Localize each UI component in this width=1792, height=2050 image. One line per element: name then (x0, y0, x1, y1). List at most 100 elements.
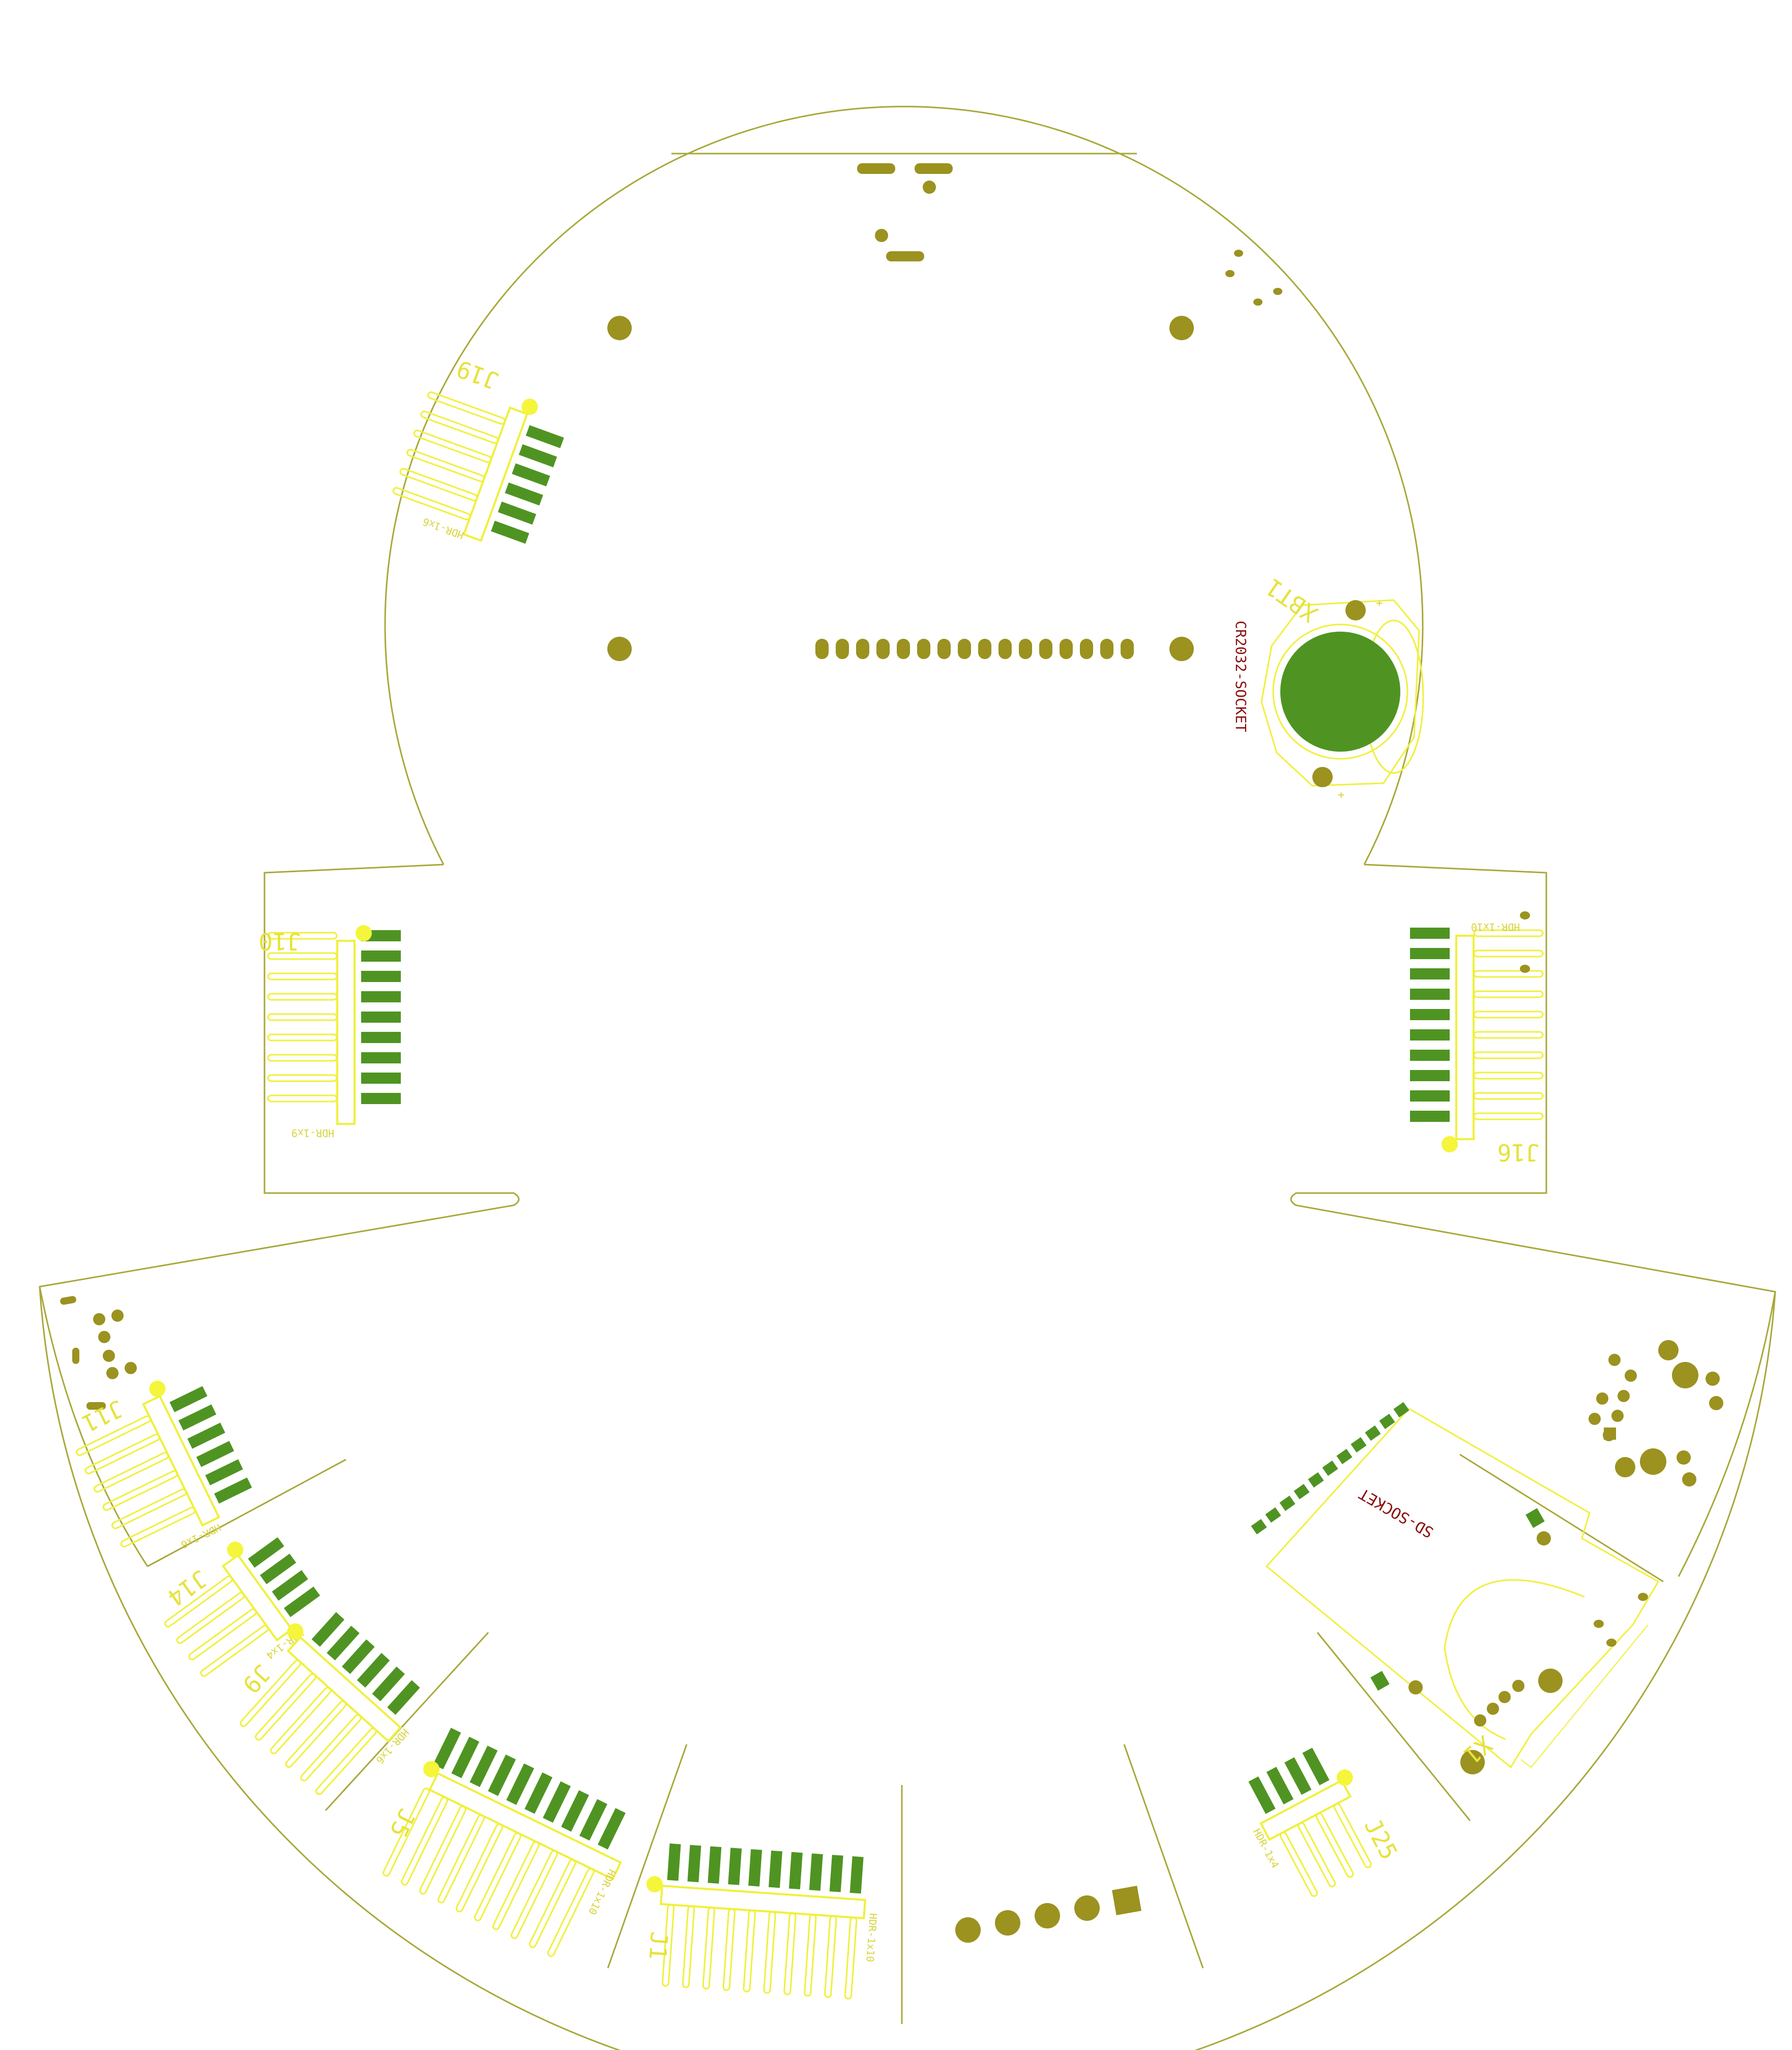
header-smd-pad (1410, 1009, 1450, 1020)
tht-pad (1672, 1362, 1698, 1388)
header-smd-pad (1284, 1757, 1312, 1795)
via-pad (1596, 1392, 1608, 1405)
header-pin-lead (1473, 929, 1544, 937)
pin1-marker (646, 1876, 663, 1893)
value-label: HDR-1x9 (291, 1127, 334, 1139)
header-pin-lead (176, 1592, 245, 1644)
header-smd-pad (1266, 1767, 1294, 1805)
tht-pad (995, 1910, 1020, 1936)
header-smd-pad (169, 1386, 208, 1412)
header-smd-pad (342, 1639, 375, 1674)
header-pin-lead (510, 1850, 558, 1939)
sd-contact-pad (1322, 1460, 1338, 1476)
j16-corner-pads (1520, 911, 1530, 973)
header-pin-lead (94, 1452, 169, 1493)
header-smd-pad (1410, 1070, 1450, 1081)
header-j9: J9 HDR-1x6 (237, 1612, 420, 1795)
via-pad (1589, 1413, 1601, 1425)
header-pin-lead (267, 1094, 338, 1103)
header-pin-lead (267, 1013, 338, 1021)
via-pad (1499, 1691, 1511, 1703)
display-pad (1080, 639, 1093, 659)
display-pad (815, 639, 829, 659)
header-smd-pad (433, 1728, 461, 1769)
via-pad (106, 1367, 119, 1379)
mounting-hole (1169, 316, 1194, 340)
sd-contact-pad (1308, 1472, 1324, 1488)
header-pin-lead (427, 391, 506, 425)
pin1-marker (149, 1380, 166, 1397)
header-body-outline (221, 1554, 293, 1642)
header-body-outline (286, 1636, 402, 1743)
header-smd-pad (372, 1666, 405, 1702)
via-pad (1611, 1410, 1624, 1422)
display-pad (978, 639, 991, 659)
header-pin-lead (267, 972, 338, 981)
header-pin-lead (1473, 1072, 1544, 1080)
sd-contact-pad (1379, 1413, 1395, 1430)
header-pin-lead (300, 1714, 362, 1781)
ref-label: J25 (1359, 1814, 1403, 1864)
header-j16: J16 HDR-1x10 (1410, 921, 1544, 1166)
battery-pin-pad (1345, 600, 1366, 620)
sd-contact-pad (1393, 1402, 1409, 1418)
header-pin-lead (383, 1788, 430, 1877)
header-pin-lead (420, 410, 499, 444)
header-smd-pad (1410, 1050, 1450, 1061)
display-pad (1060, 639, 1073, 659)
header-smd-pad (497, 501, 537, 525)
via-pad (98, 1331, 110, 1343)
header-pin-lead (1279, 1831, 1318, 1897)
sd-contact-pad (1265, 1507, 1281, 1523)
value-label: HDR-1x10 (1471, 921, 1520, 933)
via-pad (1487, 1703, 1499, 1715)
header-pin-lead (1473, 949, 1544, 958)
pin1-marker (1442, 1136, 1458, 1152)
display-pad (876, 639, 890, 659)
via-pad (125, 1362, 137, 1374)
sd-contact-pad (1251, 1519, 1267, 1535)
header-j1: J1 HDR-1x10 (644, 1843, 879, 2000)
pin1-marker (227, 1541, 244, 1558)
small-pad (1520, 911, 1530, 919)
header-smd-pad (205, 1459, 243, 1485)
right-corner-pads (1589, 1340, 1723, 1487)
display-pad (958, 639, 971, 659)
value-label: SD-SOCKET (1356, 1484, 1436, 1541)
value-label: CR2032-SOCKET (1232, 620, 1249, 732)
oval-pad (886, 251, 924, 261)
header-j19: J19 HDR-1x6 (392, 354, 564, 544)
left-corner-pads (60, 1296, 137, 1410)
small-pad (1638, 1593, 1648, 1601)
header-pin-lead (401, 1796, 449, 1886)
via-pad (1474, 1714, 1486, 1727)
sd-pad (1370, 1671, 1390, 1691)
small-pad (1594, 1620, 1604, 1628)
header-smd-pad (361, 1093, 401, 1104)
tht-pad (1074, 1895, 1100, 1921)
oval-pad (72, 1348, 79, 1364)
mounting-hole (1169, 637, 1194, 661)
header-smd-pad (829, 1855, 843, 1892)
plus-marker: + (1376, 597, 1383, 610)
header-smd-pad (748, 1849, 762, 1887)
header-smd-pad (1410, 968, 1450, 979)
pin1-marker (521, 398, 538, 415)
header-smd-pad (361, 991, 401, 1002)
ref-label: J5 (384, 1804, 421, 1841)
header-smd-pad (327, 1625, 360, 1660)
small-pad (1273, 288, 1282, 295)
display-pad (1121, 639, 1134, 659)
header-body-outline (462, 406, 528, 542)
header-smd-pad (214, 1477, 252, 1504)
header-smd-pad (361, 950, 401, 962)
header-smd-pad (687, 1845, 701, 1883)
header-smd-pad (248, 1537, 284, 1568)
header-pin-lead (267, 952, 338, 960)
via-pad (1618, 1390, 1630, 1402)
header-smd-pad (1410, 1090, 1450, 1102)
via-pad (1677, 1450, 1691, 1465)
plus-marker: + (1338, 789, 1344, 801)
ref-label: J16 (1497, 1139, 1539, 1166)
